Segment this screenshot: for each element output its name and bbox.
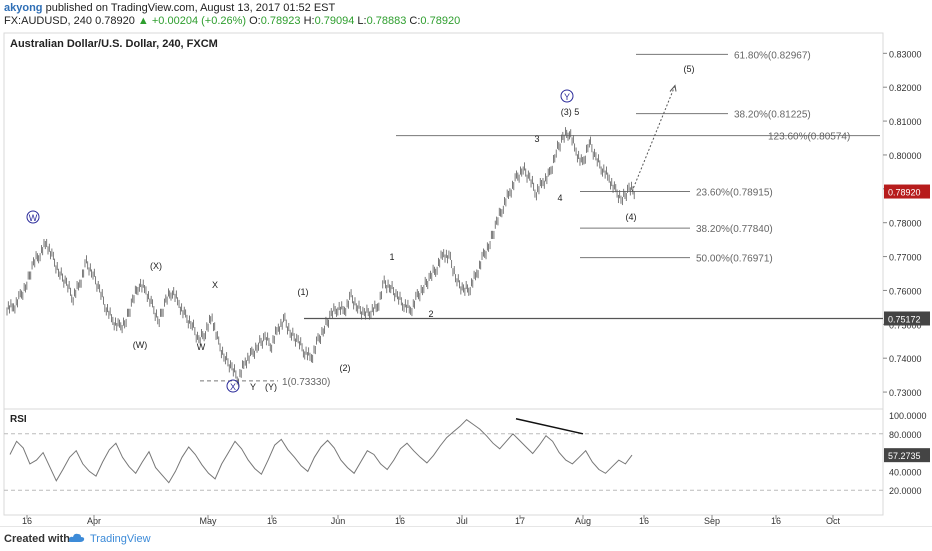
rsi-label: RSI: [10, 414, 27, 425]
wave-label: (1): [298, 287, 309, 297]
rsi-divergence-line: [515, 418, 584, 435]
wave-label: (Y): [265, 382, 277, 392]
wave-label: (3) 5: [561, 107, 580, 117]
fib-level-label: 61.80%(0.82967): [734, 50, 811, 61]
x-tick-label: 16: [267, 516, 277, 526]
projection-arrowhead: [669, 84, 677, 92]
x-tick-label: Jun: [331, 516, 346, 526]
x-tick-label: 16: [771, 516, 781, 526]
x-tick-label: May: [199, 516, 217, 526]
price-change: +0.00204 (+0.26%): [151, 15, 247, 27]
footer: Created with TradingView: [0, 526, 932, 551]
y-tick-label: 0.83000: [889, 49, 922, 59]
current-price-label: 0.78920: [888, 188, 921, 198]
last-price: 0.78920: [95, 15, 135, 27]
y-tick-label: 0.82000: [889, 83, 922, 93]
rsi-tick-label: 20.0000: [889, 486, 922, 496]
projection-arrow: [631, 85, 676, 192]
y-tick-label: 0.77000: [889, 253, 922, 263]
wave-circle: [226, 379, 240, 393]
y-tick-label: 0.74000: [889, 354, 922, 364]
x-tick-label: Sep: [704, 516, 720, 526]
wave-circle: [560, 89, 574, 103]
open-label: O:: [249, 15, 261, 27]
fib-level-label: 1(0.73330): [282, 377, 330, 388]
close-label: C:: [409, 15, 421, 27]
x-tick-label: 16: [639, 516, 649, 526]
symbol-label: FX:AUDUSD, 240: [4, 15, 93, 27]
rsi-line: [9, 419, 633, 484]
rsi-value-tag: [884, 448, 930, 463]
fib-level-label: 38.20%(0.77840): [696, 224, 773, 235]
fib-level-label: 38.20%(0.81225): [734, 110, 811, 121]
price-chart[interactable]: Australian Dollar/U.S. Dollar, 240, FXCM…: [0, 28, 932, 526]
wave-label: 4: [557, 193, 562, 203]
fib-level-label: 23.60%(0.78915): [696, 188, 773, 199]
wave-label: 2: [428, 309, 433, 319]
y-tick-label: 0.76000: [889, 286, 922, 296]
wave-label: X: [212, 280, 218, 290]
rsi-value-label: 57.2735: [888, 451, 921, 461]
y-tick-label: 0.80000: [889, 151, 922, 161]
wave-label: (X): [150, 261, 162, 271]
rsi-tick-label: 40.0000: [889, 467, 922, 477]
wave-label: Y: [250, 382, 256, 392]
wave-label: 3: [534, 134, 539, 144]
level-price-tag: [884, 311, 930, 326]
y-tick-label: 0.81000: [889, 117, 922, 127]
rsi-tick-label: 100.0000: [889, 411, 927, 421]
x-tick-label: 16: [395, 516, 405, 526]
wave-label: (4): [626, 212, 637, 222]
wave-label: 1: [389, 252, 394, 262]
wave-label: Y: [564, 92, 570, 102]
fib-level-label: 123.60%(0.80574): [768, 132, 850, 143]
main-pane: [3, 32, 884, 410]
level-price-label: 0.75172: [888, 314, 921, 324]
rsi-tick-label: 80.0000: [889, 430, 922, 440]
x-tick-label: Jul: [456, 516, 468, 526]
low-label: L:: [357, 15, 367, 27]
change-up-icon: ▲: [137, 15, 149, 27]
wave-label: W: [197, 342, 206, 352]
chart-title: Australian Dollar/U.S. Dollar, 240, FXCM: [10, 38, 218, 50]
high-label: H:: [303, 15, 315, 27]
y-tick-label: 0.73000: [889, 388, 922, 398]
current-price-tag: [884, 184, 930, 199]
x-tick-label: Apr: [87, 516, 101, 526]
x-tick-label: 17: [515, 516, 525, 526]
tradingview-cloud-icon: [68, 533, 85, 542]
published-text: published on TradingView.com, August 13,…: [45, 2, 336, 14]
y-tick-label: 0.78000: [889, 219, 922, 229]
created-with-text: Created with: [4, 533, 71, 545]
author-link[interactable]: akyong: [4, 2, 43, 14]
fib-level-label: 50.00%(0.76971): [696, 254, 773, 265]
x-tick-label: Oct: [826, 516, 841, 526]
tradingview-brand[interactable]: TradingView: [90, 533, 151, 545]
low-value: 0.78883: [366, 15, 407, 27]
wave-label: (W): [133, 340, 148, 350]
open-value: 0.78923: [260, 15, 301, 27]
wave-label: X: [230, 382, 236, 392]
close-value: 0.78920: [420, 15, 461, 27]
wave-label: W: [29, 213, 38, 223]
wave-label: (2): [340, 363, 351, 373]
x-tick-label: Aug: [575, 516, 591, 526]
quote-line: FX:AUDUSD, 240 0.78920 ▲ +0.00204 (+0.26…: [4, 15, 460, 27]
x-tick-label: 16: [22, 516, 32, 526]
publish-header: akyong published on TradingView.com, Aug…: [0, 0, 932, 28]
wave-label: (5): [684, 64, 695, 74]
high-value: 0.79094: [314, 15, 355, 27]
wave-circle: [26, 210, 40, 224]
rsi-pane: [3, 408, 884, 516]
